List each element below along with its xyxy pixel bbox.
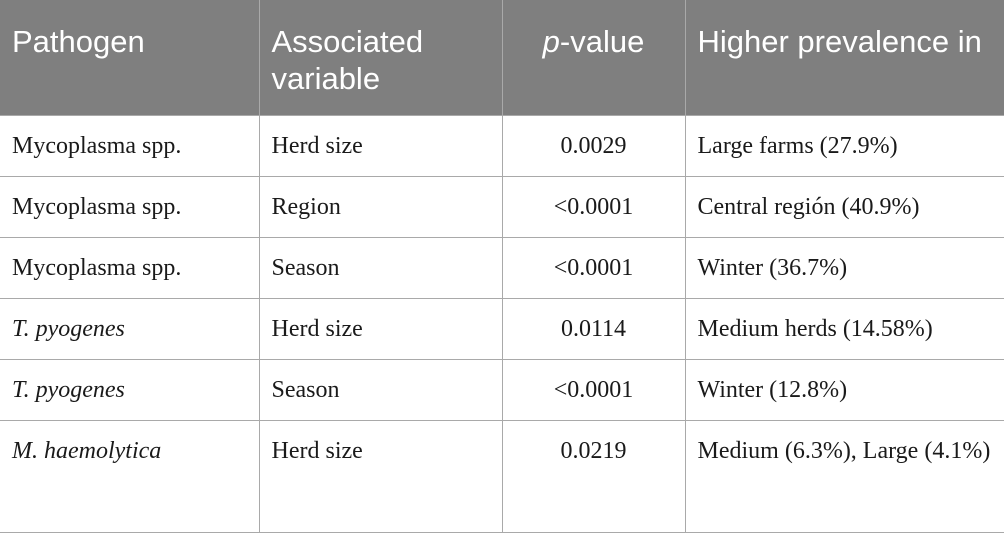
- header-associated-variable: Associated variable: [259, 0, 503, 116]
- cell-p-value: <0.0001: [502, 237, 686, 299]
- cell-prevalence: Medium (6.3%), Large (4.1%): [685, 420, 1004, 533]
- table-row: M. haemolytica Herd size 0.0219 Medium (…: [0, 420, 1004, 533]
- header-p-value: p-value: [502, 0, 686, 116]
- cell-pathogen: T. pyogenes: [0, 298, 260, 360]
- cell-pathogen: T. pyogenes: [0, 359, 260, 421]
- table-row: T. pyogenes Season <0.0001 Winter (12.8%…: [0, 359, 1004, 421]
- table-row: Mycoplasma spp. Region <0.0001 Central r…: [0, 176, 1004, 238]
- table-row: Mycoplasma spp. Herd size 0.0029 Large f…: [0, 115, 1004, 177]
- table-row: Mycoplasma spp. Season <0.0001 Winter (3…: [0, 237, 1004, 299]
- cell-prevalence: Large farms (27.9%): [685, 115, 1004, 177]
- header-p-value-rest: -value: [559, 24, 645, 59]
- cell-prevalence: Winter (12.8%): [685, 359, 1004, 421]
- cell-prevalence: Medium herds (14.58%): [685, 298, 1004, 360]
- table-body: Mycoplasma spp. Herd size 0.0029 Large f…: [0, 115, 1004, 533]
- cell-variable: Season: [259, 359, 503, 421]
- header-row: Pathogen Associated variable p-value Hig…: [0, 0, 1004, 116]
- cell-p-value: 0.0029: [502, 115, 686, 177]
- cell-pathogen: Mycoplasma spp.: [0, 237, 260, 299]
- cell-variable: Herd size: [259, 298, 503, 360]
- header-higher-prevalence: Higher prevalence in: [685, 0, 1004, 116]
- header-pathogen: Pathogen: [0, 0, 260, 116]
- cell-pathogen: M. haemolytica: [0, 420, 260, 533]
- cell-variable: Season: [259, 237, 503, 299]
- cell-pathogen: Mycoplasma spp.: [0, 176, 260, 238]
- cell-p-value: 0.0219: [502, 420, 686, 533]
- cell-variable: Region: [259, 176, 503, 238]
- table-row: T. pyogenes Herd size 0.0114 Medium herd…: [0, 298, 1004, 360]
- cell-p-value: 0.0114: [502, 298, 686, 360]
- cell-variable: Herd size: [259, 420, 503, 533]
- cell-prevalence: Winter (36.7%): [685, 237, 1004, 299]
- cell-p-value: <0.0001: [502, 359, 686, 421]
- cell-prevalence: Central región (40.9%): [685, 176, 1004, 238]
- results-table: Pathogen Associated variable p-value Hig…: [0, 0, 1004, 533]
- header-p-value-italic: p: [542, 24, 560, 59]
- cell-pathogen: Mycoplasma spp.: [0, 115, 260, 177]
- cell-p-value: <0.0001: [502, 176, 686, 238]
- cell-variable: Herd size: [259, 115, 503, 177]
- table-header: Pathogen Associated variable p-value Hig…: [0, 0, 1004, 116]
